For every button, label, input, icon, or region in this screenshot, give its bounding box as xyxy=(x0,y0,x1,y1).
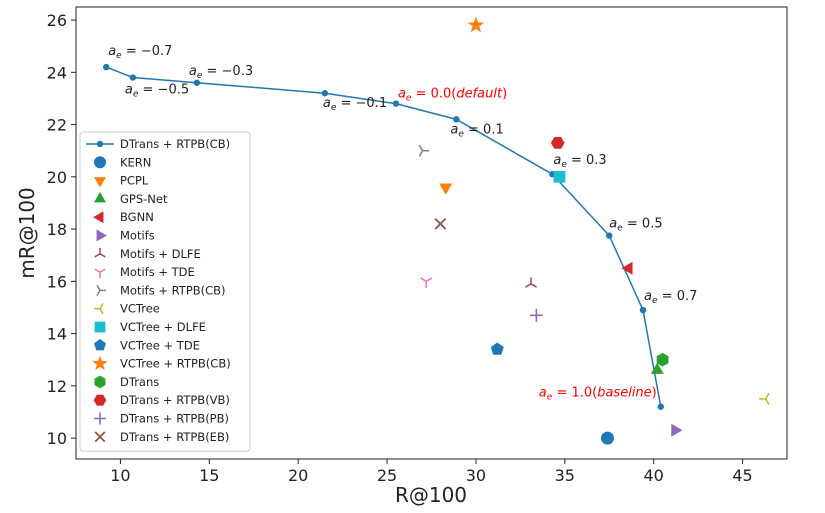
annotation-value: = 0.7 xyxy=(658,289,698,304)
legend-label: BGNN xyxy=(120,210,154,224)
legend-label: GPS-Net xyxy=(120,192,168,206)
point-annotation: ae = 0.0(default) xyxy=(398,87,507,104)
legend-label: VCTree + RTPB(CB) xyxy=(120,357,231,371)
legend-label: VCTree xyxy=(120,302,160,316)
y-tick-label: 24 xyxy=(47,63,67,82)
annotation-variable: a xyxy=(108,44,116,59)
legend-label: VCTree + TDE xyxy=(120,338,200,352)
legend-label: VCTree + DLFE xyxy=(120,320,206,334)
legend-marker-shape xyxy=(95,322,106,333)
annotation-variable: a xyxy=(644,289,652,304)
y-tick-label: 16 xyxy=(47,272,67,291)
annotation-value: = −0.7 xyxy=(122,44,173,59)
annotation-close: ) xyxy=(502,87,507,102)
legend-label: Motifs + RTPB(CB) xyxy=(120,283,226,297)
data-point-vctree-dlfe-shape xyxy=(554,171,566,183)
legend-label: DTrans + RTPB(EB) xyxy=(120,430,229,444)
annotation-variable: a xyxy=(609,217,617,232)
y-tick-label: 18 xyxy=(47,220,67,239)
legend-label: Motifs + DLFE xyxy=(120,247,201,261)
annotation-value: = 0.3 xyxy=(567,153,607,168)
legend-label: KERN xyxy=(120,155,151,169)
data-point-kern-shape xyxy=(601,432,614,445)
annotation-variable: a xyxy=(450,122,458,137)
annotation-variable: a xyxy=(539,386,547,401)
legend-label: DTrans + RTPB(VB) xyxy=(120,393,230,407)
legend-label: DTrans xyxy=(120,375,159,389)
legend-marker-shape xyxy=(94,156,106,168)
y-axis-title: mR@100 xyxy=(15,187,39,279)
annotation-close: ) xyxy=(652,386,657,401)
x-tick-label: 30 xyxy=(466,466,486,485)
series-line-point xyxy=(606,232,612,238)
annotation-variable: a xyxy=(189,64,197,79)
annotation-variable: a xyxy=(125,83,133,98)
y-tick-label: 20 xyxy=(47,168,67,187)
data-point-kern xyxy=(601,432,614,445)
x-tick-label: 45 xyxy=(732,466,752,485)
x-axis-title: R@100 xyxy=(395,483,467,507)
y-tick-label: 14 xyxy=(47,325,67,344)
annotation-value: = −0.5 xyxy=(138,83,189,98)
x-tick-label: 40 xyxy=(644,466,664,485)
legend-label: Motifs xyxy=(120,229,155,243)
series-line-point xyxy=(130,74,136,80)
series-line-point xyxy=(658,404,664,410)
annotation-value: = 0.0( xyxy=(411,87,456,102)
annotation-variable: a xyxy=(553,153,561,168)
x-tick-label: 35 xyxy=(555,466,575,485)
annotation-note: default xyxy=(456,87,503,102)
annotation-variable: a xyxy=(398,87,406,102)
x-tick-label: 15 xyxy=(199,466,219,485)
legend-marker xyxy=(95,322,106,333)
x-tick-label: 10 xyxy=(110,466,130,485)
legend-line-marker xyxy=(97,141,103,147)
legend: DTrans + RTPB(CB) KERN PCPL GPS-Net BGNN Moti… xyxy=(80,132,250,451)
annotation-value: = 0.1 xyxy=(464,122,504,137)
legend-marker xyxy=(94,156,106,168)
annotation-value: = 0.5 xyxy=(623,217,663,232)
series-line-point xyxy=(103,64,109,70)
series-line-point xyxy=(640,307,646,313)
legend-label: DTrans + RTPB(CB) xyxy=(120,137,230,151)
data-point-vctree-dlfe xyxy=(554,171,566,183)
legend-label: PCPL xyxy=(120,174,149,188)
annotation-variable: a xyxy=(323,96,331,111)
y-tick-label: 10 xyxy=(47,429,67,448)
annotation-value: = 1.0( xyxy=(552,386,597,401)
point-annotation: ae = 1.0(baseline) xyxy=(539,386,657,403)
y-tick-label: 12 xyxy=(47,377,67,396)
y-tick-label: 22 xyxy=(47,116,67,135)
x-tick-label: 20 xyxy=(288,466,308,485)
annotation-value: = −0.3 xyxy=(202,64,253,79)
annotation-value: = −0.1 xyxy=(336,96,387,111)
legend-label: Motifs + TDE xyxy=(120,265,195,279)
annotation-note: baseline xyxy=(597,386,651,401)
y-tick-label: 26 xyxy=(47,11,67,30)
legend-label: DTrans + RTPB(PB) xyxy=(120,412,229,426)
